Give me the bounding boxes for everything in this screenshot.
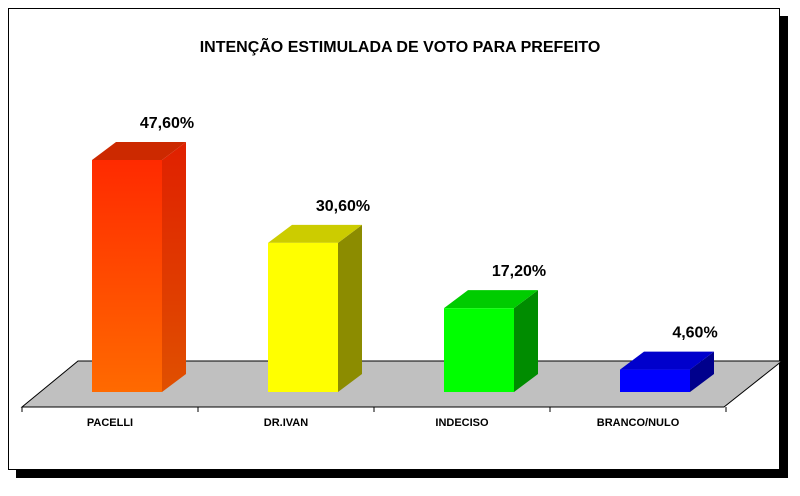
value-label: 4,60% <box>672 325 717 342</box>
bar-side-face <box>514 290 538 392</box>
bars-group <box>92 142 714 392</box>
category-labels-group: PACELLI DR.IVAN INDECISO BRANCO/NULO <box>87 417 680 429</box>
bar-side-face <box>162 142 186 392</box>
value-label: 47,60% <box>140 115 194 132</box>
bar-side-face <box>690 351 714 392</box>
category-label: INDECISO <box>435 417 489 429</box>
value-label: 17,20% <box>492 263 546 280</box>
chart-floor <box>20 360 784 412</box>
bar-dr-ivan <box>268 224 362 392</box>
bar-front-face <box>92 160 162 392</box>
value-label: 30,60% <box>316 198 370 215</box>
category-label: DR.IVAN <box>264 417 308 429</box>
bar-top-face <box>92 142 186 160</box>
bar-front-face <box>444 308 514 392</box>
bar-branco-nulo <box>620 351 714 392</box>
bar-front-face <box>620 369 690 392</box>
bar-side-face <box>338 224 362 392</box>
bar-indeciso <box>444 290 538 392</box>
bar-top-face <box>620 351 714 370</box>
chart-title: INTENÇÃO ESTIMULADA DE VOTO PARA PREFEIT… <box>200 36 601 56</box>
category-label: PACELLI <box>87 417 133 429</box>
bar-top-face <box>268 224 362 243</box>
category-label: BRANCO/NULO <box>597 417 680 429</box>
bar-front-face <box>268 242 338 392</box>
bar-pacelli <box>92 142 186 392</box>
bar-top-face <box>444 290 538 309</box>
value-labels-group: 47,60% 30,60% 17,20% 4,60% <box>140 115 718 342</box>
